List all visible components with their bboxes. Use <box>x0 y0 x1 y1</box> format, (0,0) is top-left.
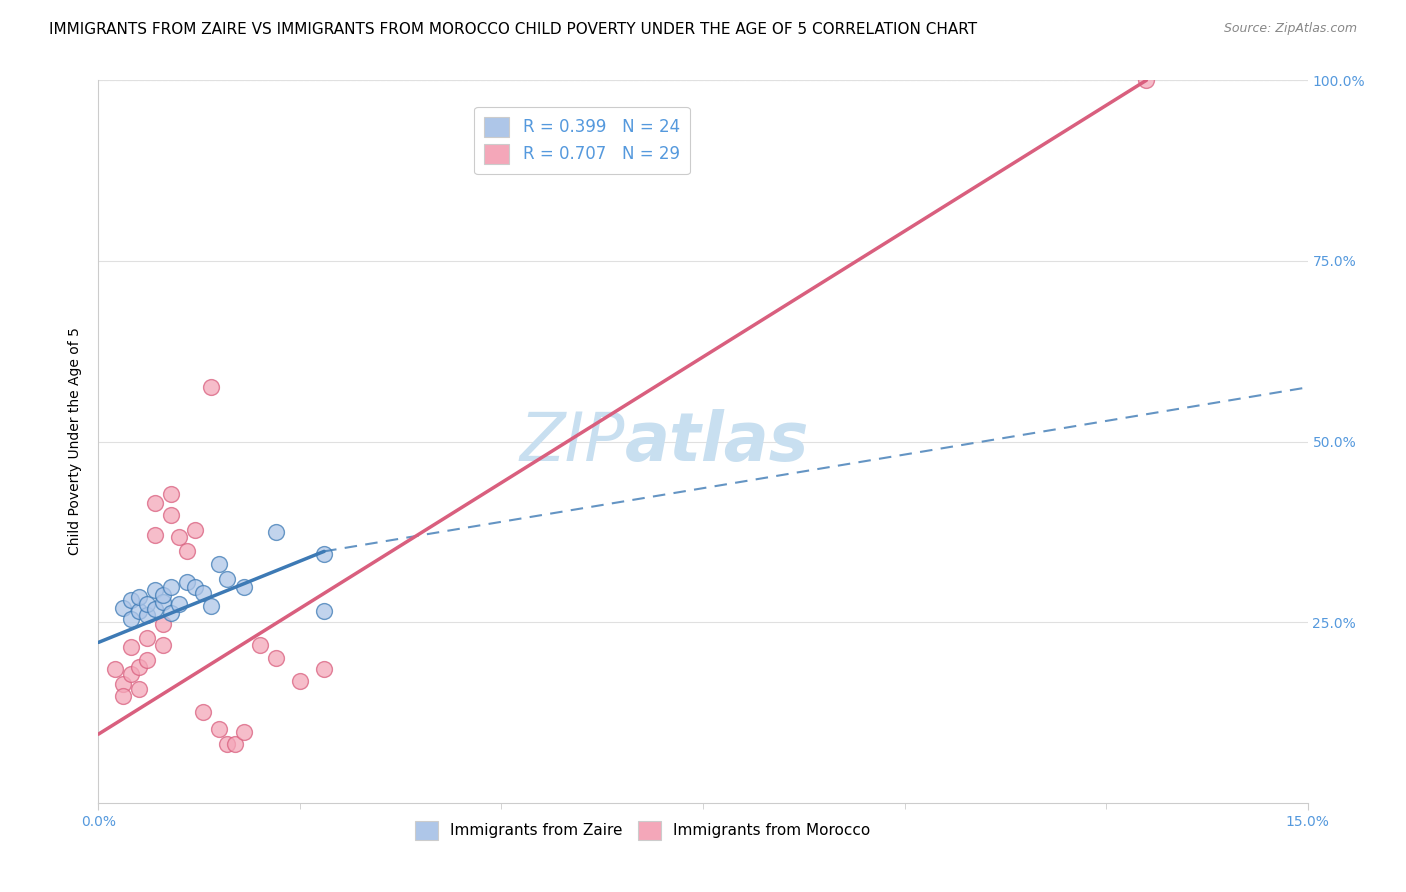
Point <box>128 604 150 618</box>
Point <box>314 604 336 618</box>
Point <box>193 586 215 600</box>
Point <box>314 662 336 676</box>
Point <box>314 547 336 561</box>
Point <box>217 737 239 751</box>
Point <box>208 558 231 572</box>
Point <box>111 600 134 615</box>
Point <box>224 737 246 751</box>
Point <box>160 607 183 621</box>
Point <box>152 588 174 602</box>
Point <box>232 725 254 739</box>
Point <box>128 660 150 674</box>
Text: IMMIGRANTS FROM ZAIRE VS IMMIGRANTS FROM MOROCCO CHILD POVERTY UNDER THE AGE OF : IMMIGRANTS FROM ZAIRE VS IMMIGRANTS FROM… <box>49 22 977 37</box>
Point <box>249 638 271 652</box>
Point <box>152 616 174 631</box>
Text: atlas: atlas <box>624 409 808 475</box>
Point <box>184 523 207 537</box>
Point <box>1135 73 1157 87</box>
Point <box>111 689 134 703</box>
Point <box>135 607 157 622</box>
Point <box>120 593 142 607</box>
Point <box>103 662 125 676</box>
Point <box>288 674 311 689</box>
Point <box>128 590 150 604</box>
Point <box>160 486 183 500</box>
Point <box>176 544 198 558</box>
Point <box>135 653 157 667</box>
Point <box>152 638 174 652</box>
Point <box>135 597 157 611</box>
Point <box>200 380 222 394</box>
Point <box>120 667 142 681</box>
Text: Source: ZipAtlas.com: Source: ZipAtlas.com <box>1223 22 1357 36</box>
Y-axis label: Child Poverty Under the Age of 5: Child Poverty Under the Age of 5 <box>69 327 83 556</box>
Point <box>208 722 231 736</box>
Point <box>152 595 174 609</box>
Point <box>135 631 157 645</box>
Point <box>217 572 239 586</box>
Point <box>264 524 287 539</box>
Point <box>167 530 190 544</box>
Point <box>120 611 142 625</box>
Text: ZIP: ZIP <box>519 409 624 475</box>
Point <box>176 575 198 590</box>
Point <box>184 581 207 595</box>
Point <box>264 651 287 665</box>
Legend: Immigrants from Zaire, Immigrants from Morocco: Immigrants from Zaire, Immigrants from M… <box>408 814 877 847</box>
Point <box>143 602 166 616</box>
Point <box>200 599 222 614</box>
Point <box>111 676 134 690</box>
Point <box>160 581 183 595</box>
Point <box>120 640 142 655</box>
Point <box>160 508 183 523</box>
Point <box>167 597 190 611</box>
Point <box>143 528 166 542</box>
Point <box>193 706 215 720</box>
Point <box>143 496 166 510</box>
Point <box>232 581 254 595</box>
Point <box>143 582 166 597</box>
Point <box>128 681 150 696</box>
